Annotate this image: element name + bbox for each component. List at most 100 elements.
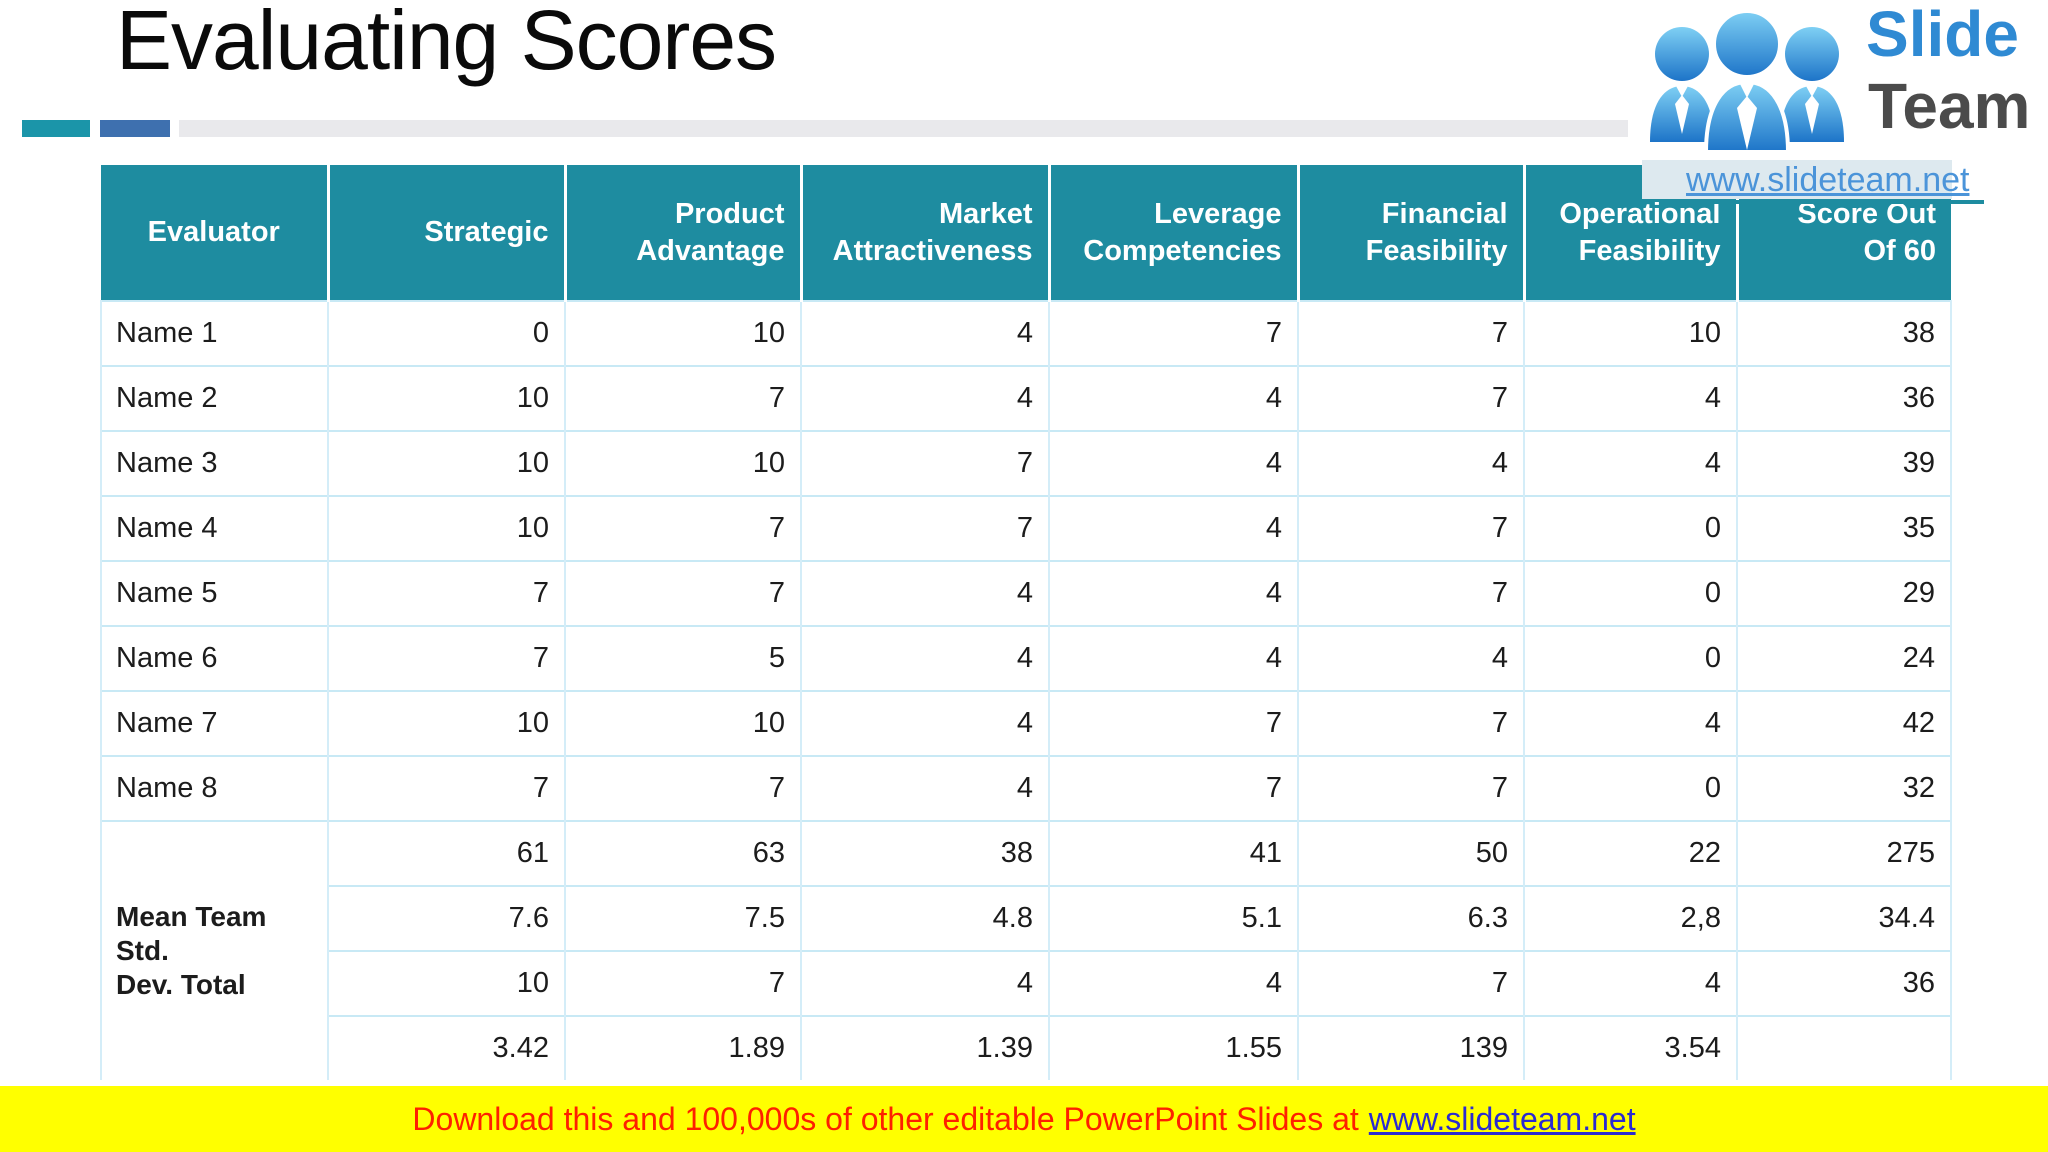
score-cell: 39 <box>1736 430 1952 496</box>
score-cell: 35 <box>1736 495 1952 561</box>
score-cell: 4 <box>800 300 1049 366</box>
score-cell: 4 <box>800 755 1049 821</box>
score-cell: 4 <box>1048 625 1298 691</box>
summary-score-cell: 1.89 <box>564 1015 801 1080</box>
summary-row: Mean Team Std. Dev. Total 61 63 38 41 50 22 275 <box>100 820 1952 1080</box>
score-cell: 32 <box>1736 755 1952 821</box>
score-cell: 7 <box>1297 755 1524 821</box>
summary-score-cell: 2,8 <box>1523 885 1737 951</box>
column-header-evaluator: Evaluator <box>101 165 328 301</box>
table-row: Name 3 10 10 7 4 4 4 39 <box>100 430 1952 496</box>
score-cell: 10 <box>327 690 565 756</box>
summary-score-cell: 61 <box>327 820 565 886</box>
score-cell: 7 <box>1297 690 1524 756</box>
score-cell: 10 <box>327 430 565 496</box>
summary-score-cell: 50 <box>1297 820 1524 886</box>
evaluator-name-cell: Name 6 <box>100 625 328 691</box>
accent-bar-teal <box>22 120 90 137</box>
score-cell: 7 <box>327 625 565 691</box>
footer-text: Download this and 100,000s of other edit… <box>412 1100 1359 1137</box>
evaluator-name-cell: Name 1 <box>100 300 328 366</box>
summary-score-cell: 41 <box>1048 820 1298 886</box>
people-group-icon <box>1650 9 1844 154</box>
score-cell: 7 <box>800 495 1049 561</box>
score-cell: 7 <box>564 755 801 821</box>
summary-label-cell: Mean Team Std. Dev. Total <box>100 820 328 1080</box>
score-cell: 7 <box>1297 495 1524 561</box>
summary-score-cell: 4.8 <box>800 885 1049 951</box>
summary-score-cell: 7 <box>564 950 801 1016</box>
score-cell: 38 <box>1736 300 1952 366</box>
table-row: Name 7 10 10 4 7 7 4 42 <box>100 690 1952 756</box>
score-cell: 24 <box>1736 625 1952 691</box>
footer-banner: Download this and 100,000s of other edit… <box>0 1086 2048 1152</box>
evaluator-name-cell: Name 7 <box>100 690 328 756</box>
score-cell: 4 <box>1523 690 1737 756</box>
score-cell: 7 <box>1048 755 1298 821</box>
score-cell: 42 <box>1736 690 1952 756</box>
summary-score-cell: 1.55 <box>1048 1015 1298 1080</box>
score-cell: 10 <box>564 430 801 496</box>
score-cell: 4 <box>1048 430 1298 496</box>
score-cell: 7 <box>1048 300 1298 366</box>
table-row: Name 6 7 5 4 4 4 0 24 <box>100 625 1952 691</box>
summary-score-cell <box>1736 1015 1952 1080</box>
score-cell: 7 <box>564 495 801 561</box>
score-cell: 7 <box>1297 560 1524 626</box>
summary-score-cell: 139 <box>1297 1015 1524 1080</box>
table-row: Name 2 10 7 4 4 7 4 36 <box>100 365 1952 431</box>
summary-row: 3.42 1.89 1.39 1.55 139 3.54 <box>101 1015 1952 1080</box>
column-header-market-attractiveness: Market Attractiveness <box>799 165 1049 301</box>
footer-link[interactable]: www.slideteam.net <box>1368 1100 1636 1137</box>
page-title: Evaluating Scores <box>116 0 777 87</box>
score-cell: 0 <box>1523 625 1737 691</box>
summary-score-cell: 5.1 <box>1048 885 1298 951</box>
score-cell: 7 <box>327 560 565 626</box>
summary-score-cell: 4 <box>1523 950 1737 1016</box>
table-row: Name 8 7 7 4 7 7 0 32 <box>100 755 1952 821</box>
score-cell: 0 <box>1523 755 1737 821</box>
summary-row: 7.6 7.5 4.8 5.1 6.3 2,8 34.4 <box>101 885 1952 951</box>
score-cell: 4 <box>1523 430 1737 496</box>
score-cell: 7 <box>1297 365 1524 431</box>
score-cell: 4 <box>800 365 1049 431</box>
evaluator-name-cell: Name 5 <box>100 560 328 626</box>
summary-score-cell: 7 <box>1297 950 1524 1016</box>
summary-score-cell: 34.4 <box>1736 885 1952 951</box>
score-cell: 4 <box>1297 430 1524 496</box>
summary-score-cell: 10 <box>327 950 565 1016</box>
score-cell: 4 <box>1523 365 1737 431</box>
accent-bar-gray <box>179 120 1637 137</box>
summary-score-cell: 1.39 <box>800 1015 1049 1080</box>
score-cell: 7 <box>1048 690 1298 756</box>
score-cell: 29 <box>1736 560 1952 626</box>
scores-table: Evaluator Strategic Product Advantage Marke… <box>100 165 1952 1080</box>
score-cell: 36 <box>1736 365 1952 431</box>
score-cell: 0 <box>1523 495 1737 561</box>
score-cell: 7 <box>327 755 565 821</box>
score-cell: 10 <box>564 690 801 756</box>
summary-score-cell: 4 <box>1048 950 1298 1016</box>
summary-score-cell: 38 <box>800 820 1049 886</box>
score-cell: 4 <box>800 560 1049 626</box>
summary-score-cell: 4 <box>800 950 1049 1016</box>
score-cell: 4 <box>1048 495 1298 561</box>
table-row: Name 5 7 7 4 4 7 0 29 <box>100 560 1952 626</box>
summary-score-cell: 36 <box>1736 950 1952 1016</box>
table-row: Name 1 0 10 4 7 7 10 38 <box>100 300 1952 366</box>
logo-url-band <box>1642 160 1952 199</box>
evaluator-name-cell: Name 3 <box>100 430 328 496</box>
score-cell: 4 <box>800 690 1049 756</box>
evaluator-name-cell: Name 2 <box>100 365 328 431</box>
summary-score-cell: 275 <box>1736 820 1952 886</box>
summary-score-cell: 7.5 <box>564 885 801 951</box>
score-cell: 4 <box>1048 560 1298 626</box>
score-cell: 4 <box>1048 365 1298 431</box>
logo-url-link[interactable]: www.slideteam.net <box>1686 161 1970 199</box>
accent-bar-blue <box>100 120 170 137</box>
logo-brand-team: Team <box>1868 70 2031 142</box>
score-cell: 0 <box>1523 560 1737 626</box>
summary-score-cell: 6.3 <box>1297 885 1524 951</box>
evaluator-name-cell: Name 4 <box>100 495 328 561</box>
